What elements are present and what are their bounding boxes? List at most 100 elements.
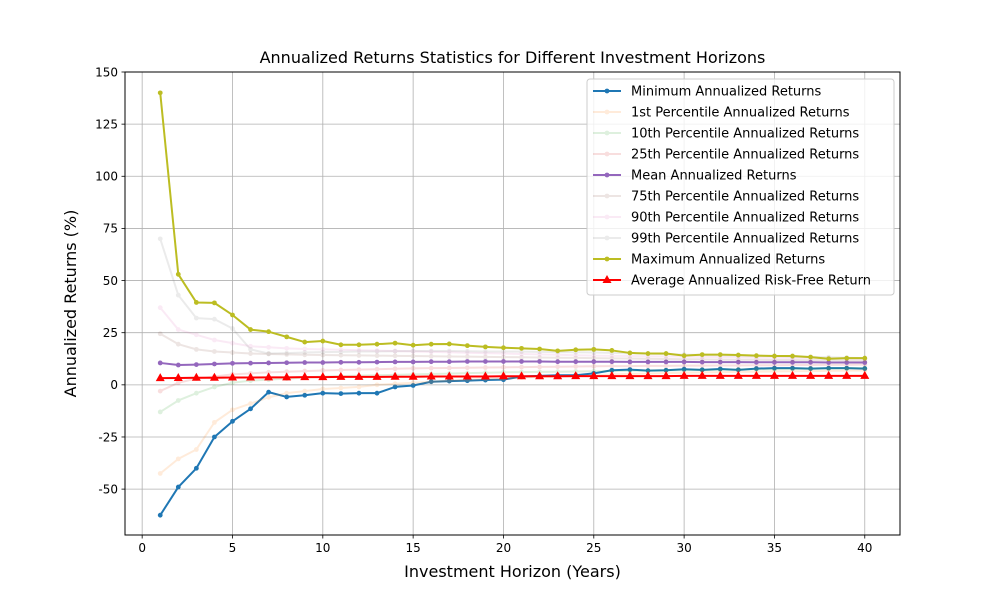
data-point: [663, 351, 669, 356]
data-point: [645, 356, 651, 362]
data-point: [591, 363, 597, 369]
data-point: [464, 359, 470, 364]
data-point: [338, 349, 344, 355]
data-point: [428, 349, 434, 355]
data-point: [501, 359, 506, 364]
data-point: [862, 366, 868, 371]
data-point: [844, 368, 850, 374]
data-point: [338, 352, 344, 358]
data-point: [302, 392, 308, 398]
data-point: [212, 300, 217, 306]
data-point: [410, 359, 416, 365]
data-point: [157, 471, 163, 476]
data-point: [517, 371, 527, 380]
series-5: [157, 359, 868, 368]
legend: Minimum Annualized Returns 1st Percentile…: [586, 78, 895, 296]
data-point: [643, 371, 653, 380]
data-point: [302, 346, 308, 352]
data-point: [428, 359, 434, 365]
data-point: [302, 388, 308, 394]
data-point: [645, 363, 651, 369]
data-point: [769, 370, 779, 379]
data-point: [663, 363, 669, 369]
data-point: [860, 370, 870, 379]
data-point: [390, 371, 400, 380]
data-point: [735, 352, 741, 358]
data-point: [501, 364, 506, 370]
data-point: [302, 360, 308, 365]
data-point: [483, 349, 488, 354]
data-point: [699, 352, 705, 357]
data-point: [699, 367, 705, 373]
legend-entry: [593, 130, 621, 136]
data-point: [446, 348, 452, 354]
data-point: [193, 346, 199, 352]
data-point: [537, 346, 542, 352]
data-point: [392, 340, 398, 346]
data-point: [735, 363, 741, 368]
data-point: [193, 300, 199, 305]
data-point: [501, 345, 506, 351]
data-point: [212, 434, 217, 440]
data-point: [410, 348, 416, 354]
data-point: [699, 363, 705, 369]
legend-marker: [604, 130, 610, 136]
data-point: [266, 351, 272, 357]
data-point: [410, 383, 416, 388]
y-axis-label: Annualized Returns (%): [61, 210, 80, 398]
data-point: [645, 359, 651, 365]
data-point: [175, 484, 181, 490]
y-tick-label: 100: [95, 170, 118, 184]
data-point: [717, 352, 723, 357]
data-point: [428, 379, 434, 385]
series-7: [157, 305, 868, 362]
data-point: [248, 343, 253, 349]
data-point: [248, 346, 253, 352]
data-point: [826, 368, 832, 374]
data-point: [356, 347, 362, 353]
data-point: [284, 394, 290, 400]
data-point: [320, 346, 326, 352]
data-point: [175, 380, 181, 386]
data-point: [679, 370, 689, 379]
x-tick-label: 40: [857, 541, 872, 555]
data-point: [681, 366, 687, 372]
data-point: [300, 372, 310, 381]
data-point: [663, 356, 669, 362]
data-point: [446, 354, 452, 359]
series-line: [159, 92, 865, 360]
data-point: [627, 356, 633, 361]
data-point: [356, 367, 362, 373]
data-point: [173, 372, 183, 381]
data-point: [410, 365, 416, 371]
data-point: [266, 329, 272, 335]
data-point: [266, 360, 272, 366]
legend-label: 1st Percentile Annualized Returns: [631, 106, 850, 121]
data-point: [157, 331, 163, 337]
data-point: [790, 365, 795, 371]
data-point: [788, 370, 798, 379]
chart-title: Annualized Returns Statistics for Differ…: [260, 48, 766, 67]
data-point: [862, 365, 868, 371]
data-point: [627, 363, 633, 369]
data-point: [645, 368, 651, 374]
data-point: [338, 391, 344, 396]
legend-label: 25th Percentile Annualized Returns: [631, 148, 859, 163]
legend-marker: [604, 151, 610, 157]
data-point: [464, 343, 470, 349]
data-point: [826, 360, 832, 365]
data-point: [230, 326, 235, 331]
data-point: [175, 456, 181, 462]
data-point: [483, 344, 488, 350]
data-point: [338, 359, 344, 365]
x-tick-label: 0: [138, 541, 146, 555]
data-point: [790, 366, 795, 372]
legend-label: Maximum Annualized Returns: [631, 253, 825, 268]
data-point: [699, 367, 705, 373]
data-point: [753, 353, 759, 359]
data-point: [175, 292, 181, 298]
data-point: [663, 359, 669, 365]
data-point: [555, 348, 561, 354]
x-tick-label: 25: [586, 541, 601, 555]
data-point: [426, 371, 436, 380]
